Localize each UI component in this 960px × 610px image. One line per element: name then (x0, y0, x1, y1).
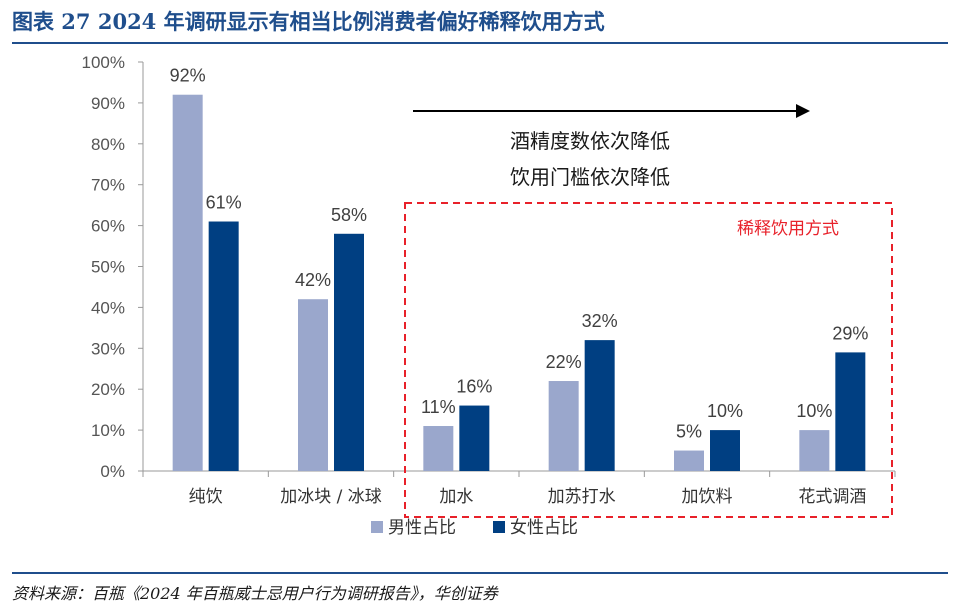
data-label-male: 92% (170, 66, 206, 86)
legend-label-male: 男性占比 (388, 518, 456, 538)
source-note: 资料来源：百瓶《2024 年百瓶威士忌用户行为调研报告》，华创证券 (12, 584, 498, 603)
bar-female (208, 221, 239, 471)
y-tick-label: 100% (82, 53, 125, 72)
data-labels: 92%61%42%58%11%16%22%32%5%10% 10%29% (170, 66, 869, 442)
data-label-female: 29% (832, 323, 868, 343)
y-tick-label: 80% (91, 135, 125, 154)
trend-arrow-head (796, 104, 810, 118)
figure-title: 图表 27 2024 年调研显示有相当比例消费者偏好稀释饮用方式 (12, 9, 605, 34)
y-tick-label: 0% (100, 462, 125, 481)
bar-female (334, 233, 364, 471)
category-label: 加饮料 (682, 487, 733, 507)
x-axis (142, 470, 896, 477)
bar-male (298, 299, 328, 471)
legend-swatch-female (493, 521, 505, 533)
bar-male (799, 430, 830, 471)
category-labels: 纯饮 加冰块 / 冰球 加水 加苏打水 加饮料 花式调酒 (189, 487, 867, 507)
bar-female (584, 340, 615, 471)
y-tick-label: 30% (91, 339, 125, 358)
y-tick-label: 40% (91, 298, 125, 317)
y-tick-label: 70% (91, 176, 125, 195)
category-label: 花式调酒 (798, 487, 866, 507)
annotation-line-2: 饮用门槛依次降低 (510, 165, 670, 189)
dilution-box (404, 202, 893, 518)
bar-male (423, 426, 454, 471)
y-axis: 0% 10% 20% 30% 40% 50% 60% 70% 80% 90% 100% (82, 53, 144, 481)
category-label: 加水 (439, 487, 473, 507)
bar-male (674, 450, 704, 471)
data-label-female: 16% (456, 377, 492, 397)
data-label-male: 42% (295, 270, 331, 290)
category-label: 加冰块 / 冰球 (280, 487, 382, 507)
annotation-line-1: 酒精度数依次降低 (510, 129, 670, 153)
bar-male (548, 381, 579, 471)
data-label-male: 5% (676, 422, 702, 442)
data-label-female: 61% (206, 193, 242, 213)
bars (172, 94, 866, 471)
data-label-male: 22% (546, 352, 582, 372)
data-label-male: 11% (421, 397, 456, 417)
y-tick-label: 50% (91, 258, 125, 277)
y-tick-label: 90% (91, 94, 125, 113)
title-rule (12, 42, 948, 44)
bar-female (459, 405, 490, 471)
bar-male (172, 94, 203, 471)
y-tick-label: 20% (91, 380, 125, 399)
legend: 男性占比 女性占比 (371, 518, 578, 538)
bar-female (710, 430, 740, 471)
data-label-female: 32% (582, 311, 618, 331)
data-label-male: 10% (796, 401, 832, 421)
legend-label-female: 女性占比 (510, 518, 578, 538)
y-tick-label: 10% (91, 421, 125, 440)
data-label-female: 10% (707, 401, 743, 421)
legend-swatch-male (371, 521, 383, 533)
category-label: 加苏打水 (548, 487, 616, 507)
source-rule (12, 572, 948, 574)
y-tick-label: 60% (91, 217, 125, 236)
bar-female (835, 352, 866, 471)
category-label: 纯饮 (189, 487, 223, 507)
data-label-female: 58% (331, 205, 367, 225)
dilution-box-label: 稀释饮用方式 (737, 219, 839, 239)
